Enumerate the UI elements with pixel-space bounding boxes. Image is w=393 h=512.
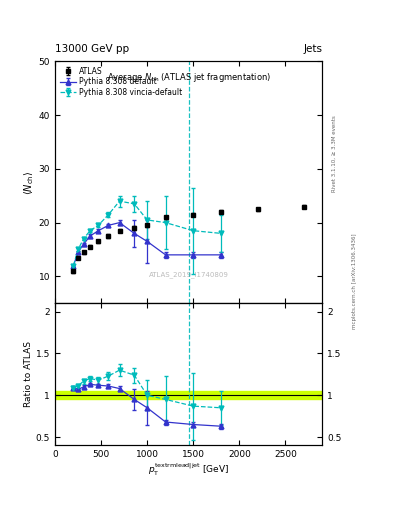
Text: Rivet 3.1.10, ≥ 3.3M events: Rivet 3.1.10, ≥ 3.3M events bbox=[332, 115, 337, 192]
Text: mcplots.cern.ch [arXiv:1306.3436]: mcplots.cern.ch [arXiv:1306.3436] bbox=[352, 234, 357, 329]
Text: 13000 GeV pp: 13000 GeV pp bbox=[55, 44, 129, 54]
X-axis label: $p_{\rm T}^{\rm textrm{lead|jet}}$ [GeV]: $p_{\rm T}^{\rm textrm{lead|jet}}$ [GeV] bbox=[148, 462, 229, 478]
Text: Average $N_{\rm ch}$ (ATLAS jet fragmentation): Average $N_{\rm ch}$ (ATLAS jet fragment… bbox=[107, 71, 271, 84]
Text: Jets: Jets bbox=[303, 44, 322, 54]
Y-axis label: $\langle N_{\rm ch}\rangle$: $\langle N_{\rm ch}\rangle$ bbox=[22, 170, 36, 195]
Legend: ATLAS, Pythia 8.308 default, Pythia 8.308 vincia-default: ATLAS, Pythia 8.308 default, Pythia 8.30… bbox=[59, 65, 184, 98]
Text: ATLAS_2019_I1740809: ATLAS_2019_I1740809 bbox=[149, 271, 229, 278]
Y-axis label: Ratio to ATLAS: Ratio to ATLAS bbox=[24, 342, 33, 408]
Bar bbox=[55, 391, 322, 399]
